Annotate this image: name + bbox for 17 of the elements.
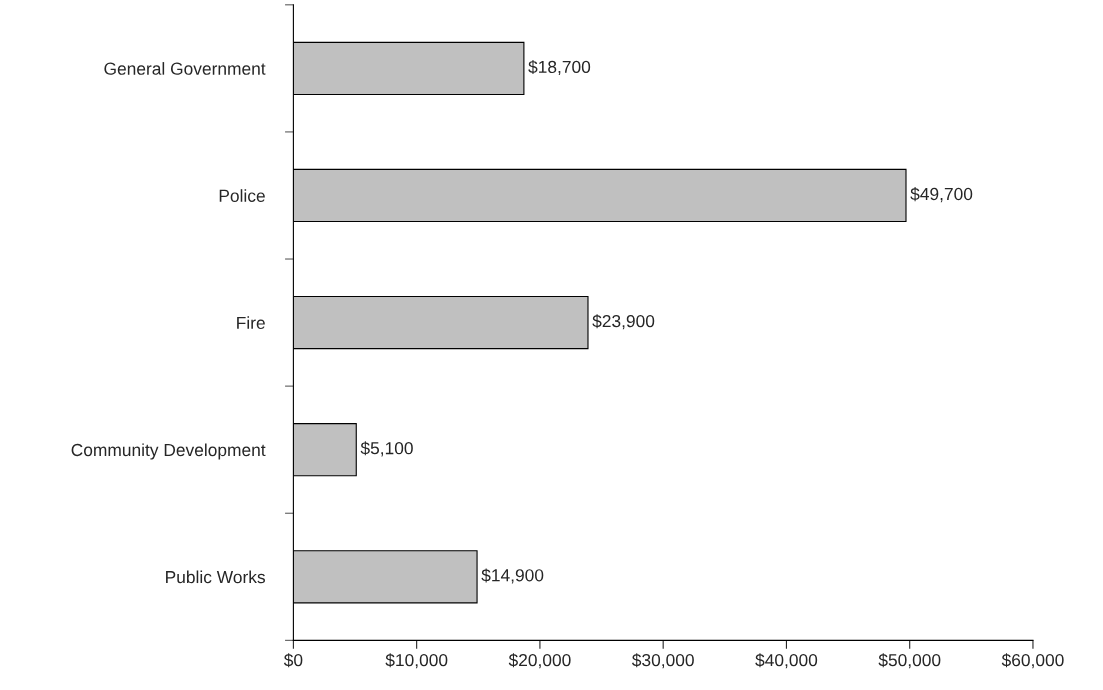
x-tick-label: $0 bbox=[283, 653, 303, 668]
x-tick-label: $50,000 bbox=[878, 653, 941, 669]
y-tick-label: General Government bbox=[104, 62, 266, 75]
data-label: $5,100 bbox=[360, 441, 413, 457]
x-tick-label: $30,000 bbox=[631, 653, 694, 669]
y-tick-label: Fire bbox=[237, 316, 265, 330]
y-tick-label: Public Works bbox=[166, 570, 265, 584]
y-tick-label: Police bbox=[219, 189, 265, 202]
y-tick-label: Community Development bbox=[71, 443, 266, 460]
x-tick-label: $40,000 bbox=[755, 653, 818, 669]
data-label: $18,700 bbox=[528, 60, 591, 76]
x-tick-label: $60,000 bbox=[1001, 653, 1064, 669]
data-label: $23,900 bbox=[592, 314, 655, 330]
data-label: $14,900 bbox=[481, 568, 544, 584]
x-tick-label: $20,000 bbox=[508, 653, 571, 669]
data-label: $49,700 bbox=[910, 187, 973, 203]
x-tick-label: $10,000 bbox=[385, 653, 448, 669]
